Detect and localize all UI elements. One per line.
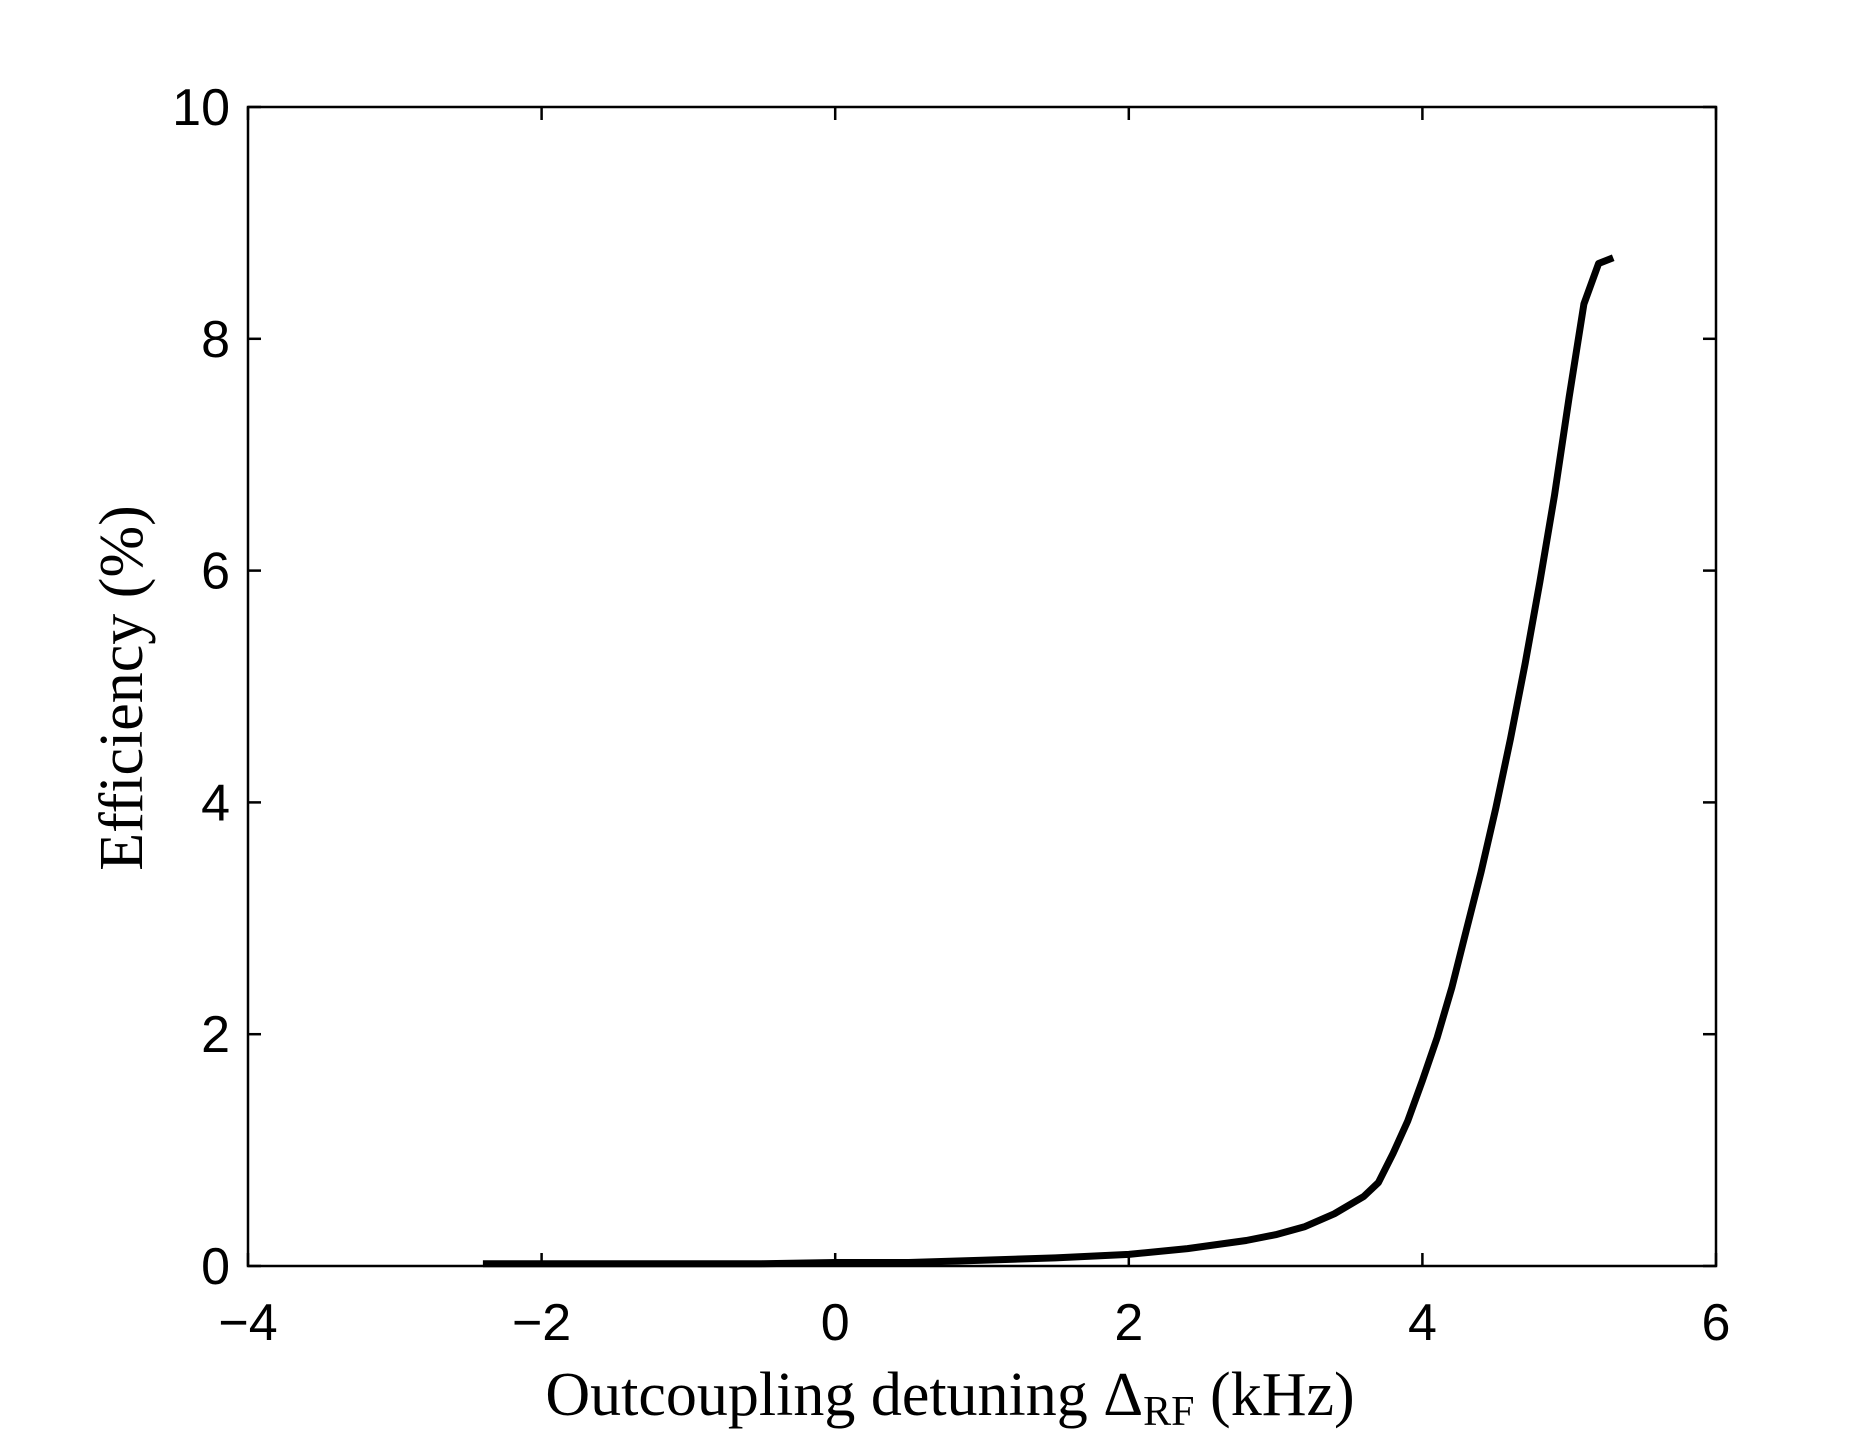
plot-frame bbox=[246, 105, 1718, 1268]
efficiency-curve bbox=[482, 254, 1615, 1268]
y-tick-label: 0 bbox=[201, 1238, 230, 1296]
y-tick-labels: 0 2 4 6 8 10 bbox=[172, 79, 230, 1296]
x-tick-label: −2 bbox=[512, 1294, 571, 1352]
y-tick-label: 4 bbox=[201, 774, 230, 832]
y-tick-label: 8 bbox=[201, 311, 230, 369]
x-axis-label-text: Outcoupling detuning bbox=[545, 1361, 1103, 1429]
x-tick-label: 0 bbox=[821, 1294, 850, 1352]
x-tick-labels: −4 −2 0 2 4 6 bbox=[218, 1294, 1730, 1352]
delta-symbol: Δ bbox=[1103, 1361, 1143, 1429]
y-tick-label: 2 bbox=[201, 1006, 230, 1064]
x-axis-label: Outcoupling detuning ΔRF (kHz) bbox=[545, 1361, 1354, 1429]
x-tick-label: 4 bbox=[1408, 1294, 1437, 1352]
x-tick-label: 6 bbox=[1702, 1294, 1731, 1352]
x-tick-label: 2 bbox=[1114, 1294, 1143, 1352]
x-tick-label: −4 bbox=[218, 1294, 277, 1352]
x-axis-label-unit: (kHz) bbox=[1195, 1361, 1355, 1429]
y-axis-label: Efficiency (%) bbox=[88, 505, 156, 871]
plot-area bbox=[248, 107, 1716, 1266]
y-tick-label: 6 bbox=[201, 543, 230, 601]
y-tick-label: 10 bbox=[172, 79, 230, 137]
x-axis-label-subscript: RF bbox=[1143, 1389, 1194, 1429]
